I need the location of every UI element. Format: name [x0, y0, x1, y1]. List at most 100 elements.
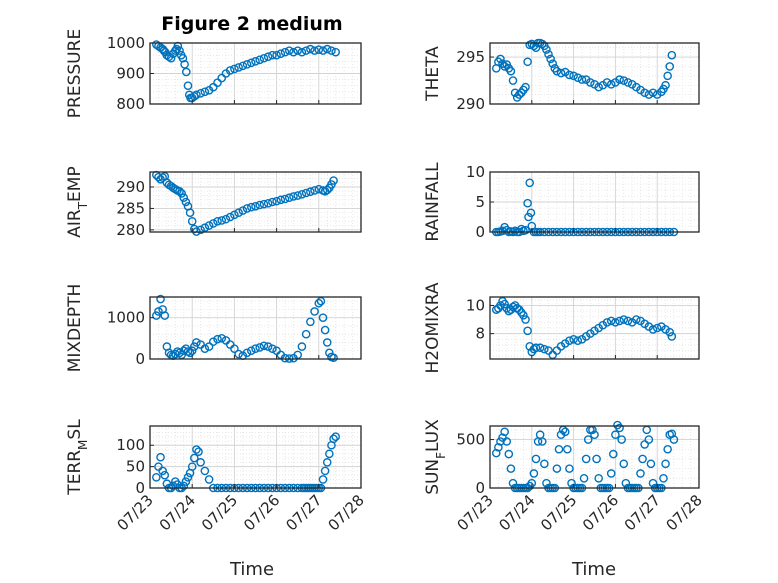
- data-point: [542, 45, 551, 54]
- data-point: [661, 459, 670, 469]
- data-point: [318, 46, 328, 55]
- y-axis-label-tail: SL: [65, 419, 85, 440]
- axes-box: [149, 296, 362, 360]
- x-tick-label: 07/23: [454, 491, 497, 534]
- y-tick-label: 50: [126, 458, 145, 476]
- data-point: [255, 55, 265, 65]
- data-point: [331, 432, 340, 441]
- data-point: [652, 323, 662, 333]
- data-point: [196, 458, 205, 467]
- data-point: [537, 437, 547, 446]
- data-point: [251, 201, 260, 211]
- data-point: [669, 435, 679, 444]
- data-point: [183, 473, 193, 482]
- data-point: [521, 225, 530, 235]
- data-point: [535, 343, 545, 353]
- data-point: [554, 444, 564, 454]
- data-point: [523, 57, 532, 67]
- data-point: [280, 194, 290, 204]
- data-point: [491, 448, 501, 458]
- data-point: [272, 50, 281, 60]
- y-tick-label: 10: [466, 296, 485, 314]
- data-point: [183, 81, 193, 90]
- data-point: [259, 341, 269, 351]
- x-tick-label: 07/23: [114, 491, 157, 534]
- data-point: [185, 348, 195, 358]
- data-point: [504, 449, 514, 459]
- data-point: [196, 89, 205, 98]
- data-point: [242, 204, 252, 213]
- data-point: [175, 348, 184, 358]
- data-point: [322, 458, 332, 467]
- data-point: [322, 185, 332, 195]
- data-point: [325, 348, 334, 358]
- data-point: [583, 435, 593, 444]
- data-point: [268, 344, 277, 353]
- data-point: [175, 46, 184, 55]
- data-point: [632, 315, 641, 324]
- data-point: [156, 452, 165, 462]
- data-point: [619, 315, 629, 324]
- data-point: [289, 192, 298, 201]
- data-point: [255, 343, 265, 352]
- data-point: [506, 66, 516, 76]
- data-point: [246, 58, 256, 68]
- y-axis-label-main: PRESSURE: [65, 29, 85, 118]
- data-point: [636, 469, 645, 478]
- y-tick-label: 290: [116, 178, 145, 196]
- y-axis-label: RAINFALL: [423, 162, 443, 242]
- data-point: [573, 336, 583, 345]
- data-point: [255, 200, 265, 210]
- y-axis-label-main: MIXDEPTH: [65, 284, 85, 373]
- data-point: [590, 430, 599, 440]
- data-point: [659, 474, 668, 483]
- data-point: [251, 57, 260, 66]
- y-tick-label: 0: [475, 479, 485, 497]
- data-point: [502, 437, 512, 446]
- data-point: [667, 429, 677, 439]
- data-point: [221, 214, 231, 224]
- data-point: [301, 329, 311, 339]
- data-point: [565, 70, 574, 80]
- data-point: [310, 46, 319, 55]
- data-point: [204, 221, 214, 230]
- x-tick-label: 07/26: [579, 491, 622, 534]
- data-point: [200, 87, 210, 97]
- data-point: [187, 216, 197, 226]
- data-point: [314, 298, 324, 308]
- data-point: [548, 350, 558, 360]
- data-point: [208, 82, 218, 92]
- data-point: [327, 46, 336, 55]
- data-point: [322, 338, 332, 347]
- data-point: [310, 307, 319, 316]
- data-point: [192, 445, 201, 454]
- data-point: [293, 46, 303, 55]
- y-axis-label: PRESSURE: [65, 29, 85, 118]
- data-point: [331, 47, 340, 57]
- data-point: [306, 317, 315, 327]
- y-axis-label-main: THETA: [423, 46, 443, 102]
- data-point: [531, 343, 541, 353]
- y-tick-label: 0: [135, 479, 145, 497]
- data-point: [225, 66, 235, 75]
- data-point: [160, 311, 170, 320]
- data-point: [602, 318, 612, 327]
- data-point: [537, 39, 547, 49]
- data-point: [154, 172, 163, 182]
- data-point: [615, 75, 624, 84]
- y-axis-label-main: SUN: [423, 459, 443, 495]
- y-tick-label: 900: [116, 65, 145, 83]
- data-point: [297, 47, 307, 57]
- data-point: [602, 78, 612, 87]
- y-tick-label: 0: [475, 223, 485, 241]
- data-point: [510, 88, 520, 98]
- data-point: [204, 475, 214, 484]
- data-point: [644, 90, 654, 99]
- data-point: [573, 73, 583, 83]
- data-point: [617, 435, 626, 444]
- data-point: [179, 193, 189, 203]
- data-point: [177, 189, 186, 198]
- data-point: [500, 427, 509, 437]
- y-axis-label-main: RAINFALL: [423, 162, 443, 242]
